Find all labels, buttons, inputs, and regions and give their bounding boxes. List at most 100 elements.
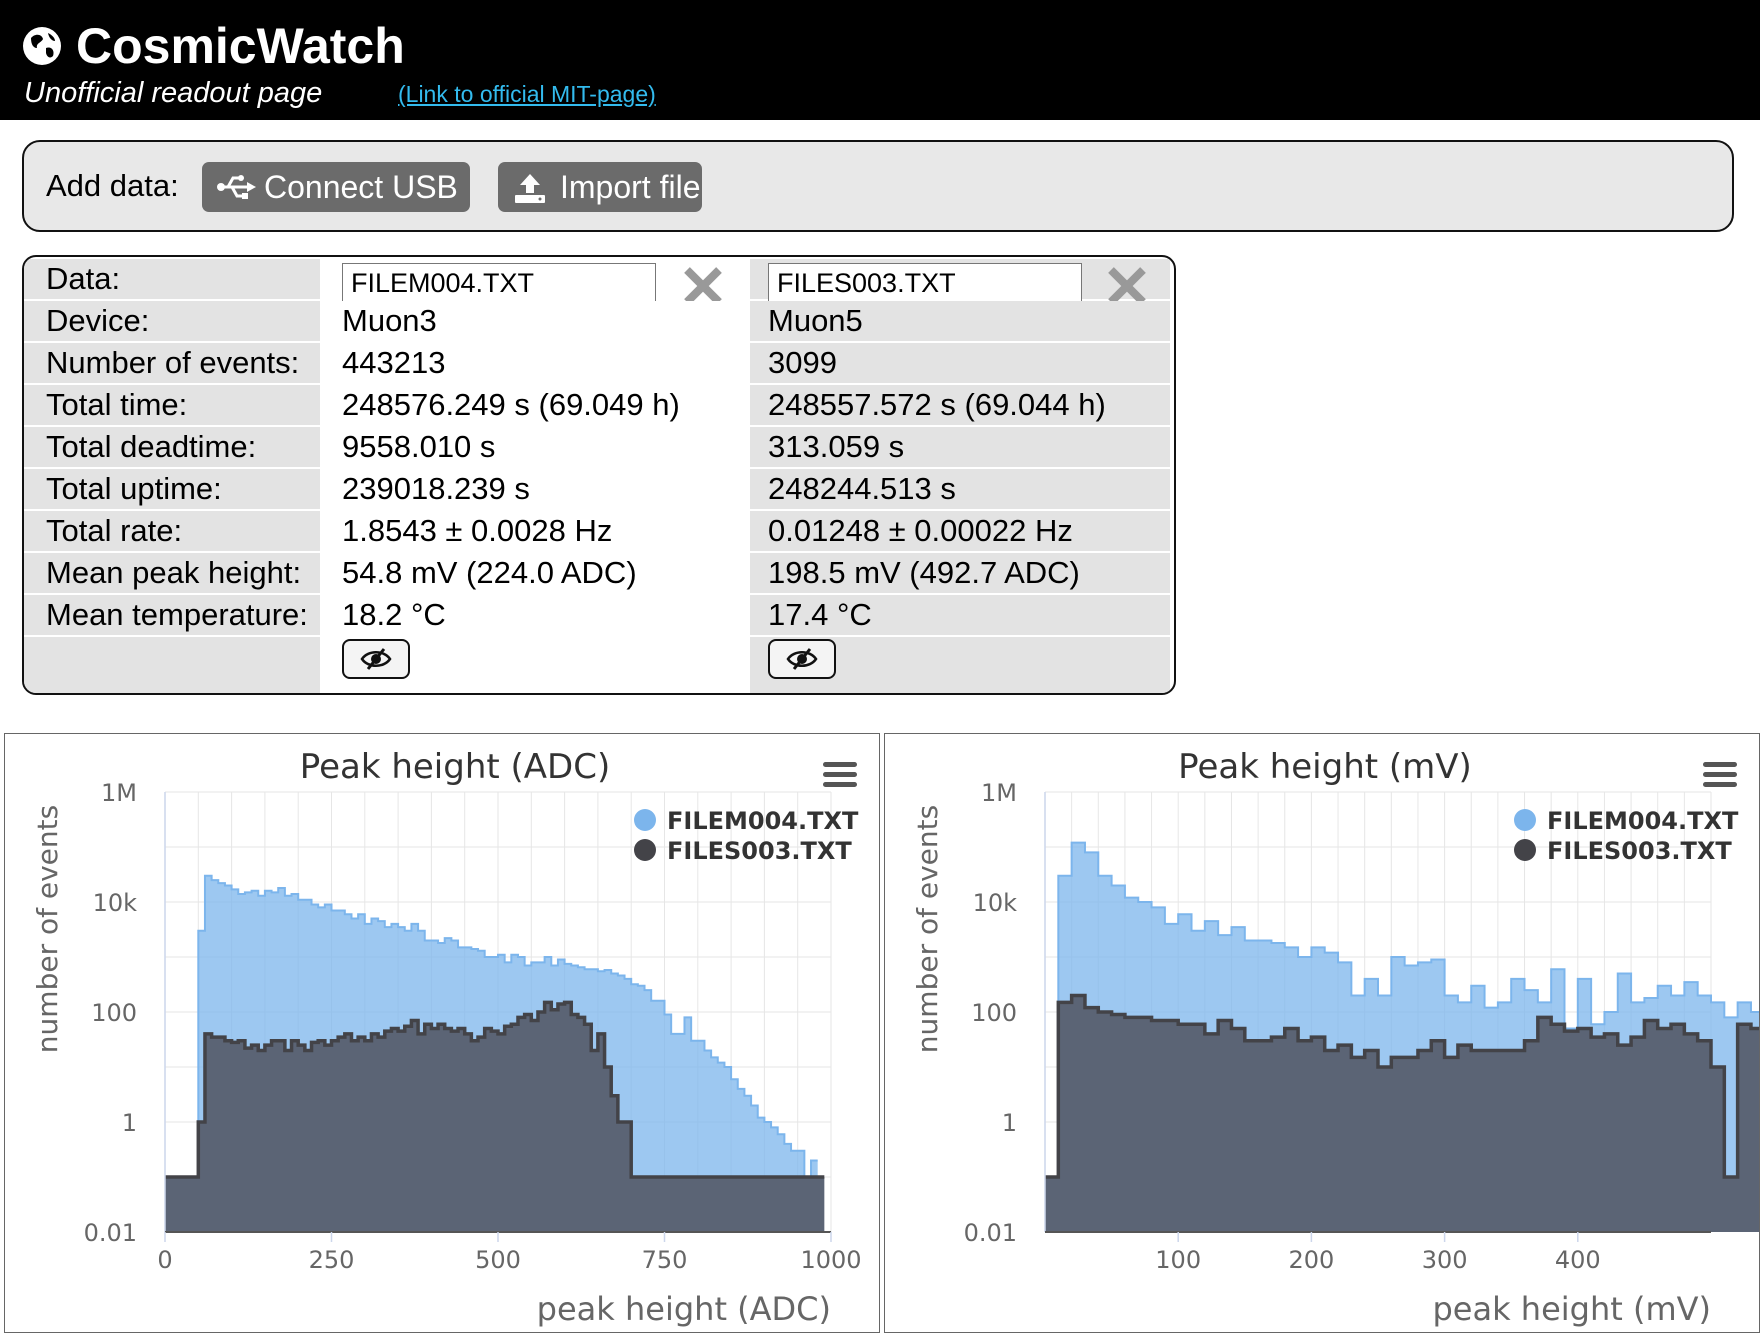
chart-menu-icon[interactable] bbox=[823, 762, 857, 787]
official-mit-link[interactable]: (Link to official MIT-page) bbox=[398, 81, 656, 107]
y-tick-label: 1 bbox=[122, 1109, 137, 1137]
connect-usb-label: Connect USB bbox=[264, 169, 458, 205]
y-tick-label: 100 bbox=[91, 999, 137, 1027]
file-cell bbox=[324, 259, 746, 305]
y-tick-label: 10k bbox=[973, 889, 1018, 917]
remove-file-icon[interactable] bbox=[1106, 265, 1148, 307]
row-label bbox=[24, 637, 320, 693]
remove-file-icon[interactable] bbox=[682, 265, 724, 307]
table-row: Data: bbox=[24, 259, 1174, 305]
table-row: Total uptime: 239018.239 s 248244.513 s bbox=[24, 469, 1174, 511]
series-line-1 bbox=[1045, 841, 1759, 1178]
toggle-cell bbox=[750, 637, 1170, 693]
y-tick-label: 10k bbox=[93, 889, 138, 917]
legend-marker[interactable] bbox=[1514, 809, 1536, 831]
value-cell: 239018.239 s bbox=[324, 469, 746, 509]
x-axis-label: peak height (mV) bbox=[1432, 1290, 1711, 1328]
y-axis-label: number of events bbox=[31, 805, 64, 1053]
x-tick-label: 500 bbox=[475, 1246, 521, 1274]
value-cell: 3099 bbox=[750, 343, 1170, 383]
row-label: Total rate: bbox=[24, 511, 320, 551]
mv-histogram-chart: 0.01 1 100 10k 1M 100 200 300 400 Peak height (mV… bbox=[884, 733, 1760, 1333]
x-tick-label: 250 bbox=[309, 1246, 355, 1274]
value-cell: Muon3 bbox=[324, 301, 746, 341]
legend-label[interactable]: FILES003.TXT bbox=[1547, 837, 1732, 865]
chart-title: Peak height (ADC) bbox=[300, 747, 610, 787]
header-bar: CosmicWatch Unofficial readout page (Lin… bbox=[0, 0, 1760, 120]
value-cell: 9558.010 s bbox=[324, 427, 746, 467]
y-axis-label: number of events bbox=[911, 805, 944, 1053]
row-label: Total time: bbox=[24, 385, 320, 425]
x-tick-label: 300 bbox=[1422, 1246, 1468, 1274]
chart-menu-icon[interactable] bbox=[1703, 762, 1737, 787]
table-row: Number of events: 443213 3099 bbox=[24, 343, 1174, 385]
y-tick-label: 100 bbox=[971, 999, 1017, 1027]
usb-icon bbox=[217, 175, 256, 199]
value-cell: Muon5 bbox=[750, 301, 1170, 341]
data-info-table: Data: Device: Muon3 Muon5 Number of even… bbox=[22, 255, 1176, 695]
legend-label[interactable]: FILEM004.TXT bbox=[1547, 807, 1739, 835]
app-title: CosmicWatch bbox=[76, 18, 405, 74]
series-area-2 bbox=[1045, 995, 1759, 1232]
import-file-label: Import file bbox=[560, 169, 701, 205]
row-label: Mean temperature: bbox=[24, 595, 320, 635]
x-tick-label: 750 bbox=[642, 1246, 688, 1274]
eye-slash-icon bbox=[360, 648, 392, 670]
upload-icon bbox=[515, 174, 545, 203]
row-label: Device: bbox=[24, 301, 320, 341]
value-cell: 248576.249 s (69.049 h) bbox=[324, 385, 746, 425]
connect-usb-button[interactable]: Connect USB bbox=[202, 162, 470, 212]
table-row: Total deadtime: 9558.010 s 313.059 s bbox=[24, 427, 1174, 469]
adc-histogram-chart: 0.01 1 100 10k 1M 0 250 500 750 1000 Peak height (… bbox=[4, 733, 880, 1333]
row-label: Total deadtime: bbox=[24, 427, 320, 467]
add-data-panel: Add data: Connect USB Import file bbox=[22, 140, 1734, 232]
file-cell bbox=[750, 259, 1170, 305]
toggle-cell bbox=[324, 637, 746, 693]
x-tick-label: 400 bbox=[1555, 1246, 1601, 1274]
value-cell: 248244.513 s bbox=[750, 469, 1170, 509]
legend-marker[interactable] bbox=[1514, 839, 1536, 861]
legend-marker[interactable] bbox=[634, 839, 656, 861]
table-row: Mean peak height: 54.8 mV (224.0 ADC) 19… bbox=[24, 553, 1174, 595]
toggle-visibility-button[interactable] bbox=[768, 639, 836, 679]
value-cell: 198.5 mV (492.7 ADC) bbox=[750, 553, 1170, 593]
series-line-2 bbox=[1045, 993, 1759, 1179]
chart-svg: 0.01 1 100 10k 1M 0 250 500 750 1000 Peak height (… bbox=[31, 747, 862, 1328]
series-line-1 bbox=[165, 874, 818, 1178]
app-subtitle: Unofficial readout page bbox=[24, 77, 323, 109]
chart-title: Peak height (mV) bbox=[1178, 747, 1472, 787]
x-tick-label: 0 bbox=[157, 1246, 172, 1274]
value-cell: 443213 bbox=[324, 343, 746, 383]
table-row: Device: Muon3 Muon5 bbox=[24, 301, 1174, 343]
value-cell: 54.8 mV (224.0 ADC) bbox=[324, 553, 746, 593]
y-tick-label: 1 bbox=[1002, 1109, 1017, 1137]
table-row: Total time: 248576.249 s (69.049 h) 2485… bbox=[24, 385, 1174, 427]
row-label: Number of events: bbox=[24, 343, 320, 383]
filename-input[interactable] bbox=[768, 263, 1082, 303]
series-area-2 bbox=[165, 1002, 825, 1232]
x-axis-label: peak height (ADC) bbox=[537, 1290, 831, 1328]
y-tick-label: 0.01 bbox=[964, 1219, 1017, 1247]
x-tick-label: 100 bbox=[1155, 1246, 1201, 1274]
value-cell: 17.4 °C bbox=[750, 595, 1170, 635]
y-tick-label: 1M bbox=[981, 779, 1017, 807]
eye-slash-icon bbox=[786, 648, 818, 670]
value-cell: 313.059 s bbox=[750, 427, 1170, 467]
globe-icon bbox=[23, 27, 61, 65]
add-data-label: Add data: bbox=[46, 168, 179, 203]
legend-marker[interactable] bbox=[634, 809, 656, 831]
table-row: Mean temperature: 18.2 °C 17.4 °C bbox=[24, 595, 1174, 637]
import-file-button[interactable]: Import file bbox=[498, 162, 702, 212]
row-label: Mean peak height: bbox=[24, 553, 320, 593]
value-cell: 18.2 °C bbox=[324, 595, 746, 635]
series-line-2 bbox=[165, 1000, 825, 1179]
value-cell: 248557.572 s (69.044 h) bbox=[750, 385, 1170, 425]
filename-input[interactable] bbox=[342, 263, 656, 303]
row-label: Total uptime: bbox=[24, 469, 320, 509]
x-tick-label: 200 bbox=[1288, 1246, 1334, 1274]
toggle-visibility-button[interactable] bbox=[342, 639, 410, 679]
legend-label[interactable]: FILES003.TXT bbox=[667, 837, 852, 865]
legend-label[interactable]: FILEM004.TXT bbox=[667, 807, 859, 835]
row-label: Data: bbox=[24, 259, 320, 299]
x-tick-label: 1000 bbox=[800, 1246, 861, 1274]
